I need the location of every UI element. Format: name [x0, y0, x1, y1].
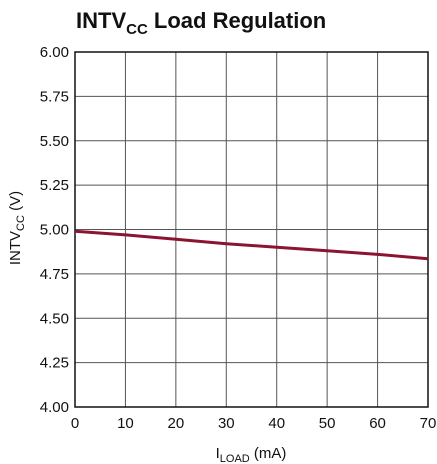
plot-border [74, 51, 429, 408]
chart-title: INTVCC Load Regulation [76, 8, 326, 38]
y-tick-label: 5.50 [40, 133, 69, 150]
x-tick-label: 60 [369, 415, 386, 432]
series [74, 229, 429, 261]
y-tick-label: 4.50 [40, 310, 69, 327]
grid [74, 51, 429, 408]
y-tick-label: 4.75 [40, 266, 69, 283]
x-tick-label: 10 [117, 415, 134, 432]
y-tick-label: 4.00 [40, 399, 69, 416]
x-tick-label: 50 [319, 415, 336, 432]
y-tick-label: 5.75 [40, 88, 69, 105]
plot-frame [74, 51, 429, 408]
y-tick-label: 4.25 [40, 355, 69, 372]
x-tick-label: 40 [268, 415, 285, 432]
x-tick-label: 30 [218, 415, 235, 432]
y-tick-label: 5.25 [40, 177, 69, 194]
series-line-0 [74, 229, 429, 261]
y-axis-label: INTVCC (V) [7, 191, 27, 265]
y-tick-label: 6.00 [40, 44, 69, 61]
y-axis-ticks: 4.00 4.25 4.50 4.75 5.00 5.25 5.50 5.75 6.00 [40, 44, 69, 416]
x-tick-label: 70 [420, 415, 437, 432]
x-axis-label: ILOAD (mA) [216, 445, 287, 464]
y-tick-label: 5.00 [40, 222, 69, 239]
x-axis-ticks: 0 10 20 30 40 50 60 70 [71, 415, 437, 432]
x-tick-label: 20 [168, 415, 185, 432]
x-tick-label: 0 [71, 415, 79, 432]
